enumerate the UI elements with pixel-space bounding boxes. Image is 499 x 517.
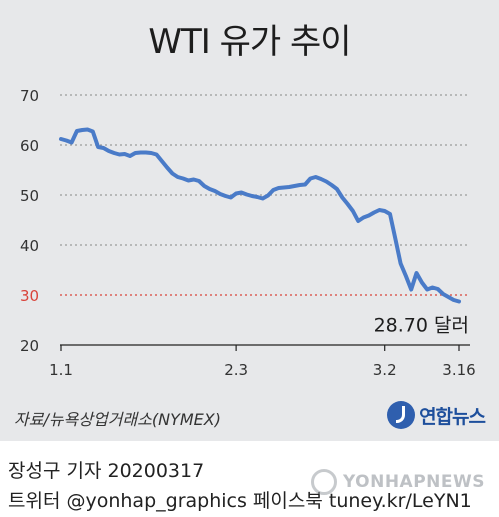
series-layer: 28.70 달러 <box>59 127 469 337</box>
xtick-label: 2.3 <box>224 361 248 379</box>
series-line <box>59 127 461 304</box>
watermark: YONHAPNEWS <box>310 467 485 497</box>
ytick-label: 20 <box>20 337 39 355</box>
ytick-label-highlight: 30 <box>20 287 39 305</box>
yonhap-logo-icon <box>387 401 416 429</box>
ytick-label: 50 <box>20 187 39 205</box>
axis-labels: 20 30 40 50 60 70 1.1 2.3 3.2 3.16 <box>20 87 476 379</box>
watermark-text: YONHAPNEWS <box>342 472 485 492</box>
brand-logo: 연합뉴스 <box>387 400 486 430</box>
watermark-logo-icon <box>310 469 337 495</box>
line-chart: 20 30 40 50 60 70 1.1 2.3 3.2 3.16 28.70 달러 <box>20 87 476 379</box>
ytick-label: 70 <box>20 87 39 105</box>
ytick-label: 40 <box>20 237 39 255</box>
chart-title: WTI 유가 추이 <box>148 22 351 62</box>
xtick-label: 3.2 <box>373 361 397 379</box>
xtick-label: 3.16 <box>442 361 475 379</box>
chart-card: WTI 유가 추이 20 30 40 50 60 70 1.1 2.3 3.2 3.16 28.7… <box>0 0 499 441</box>
social-credit: 트위터 @yonhap_graphics 페이스북 tuney.kr/LeYN1 <box>8 490 472 512</box>
reporter-credit: 장성구 기자 20200317 <box>8 460 205 482</box>
data-source: 자료/뉴욕상업거래소(NYMEX) <box>14 410 221 429</box>
brand-name: 연합뉴스 <box>419 405 486 428</box>
end-value-label: 28.70 달러 <box>374 315 469 337</box>
ytick-label: 60 <box>20 137 39 155</box>
xtick-label: 1.1 <box>49 361 73 379</box>
grid-lines <box>60 94 470 351</box>
